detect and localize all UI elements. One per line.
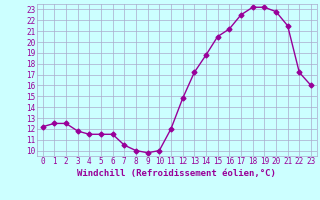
X-axis label: Windchill (Refroidissement éolien,°C): Windchill (Refroidissement éolien,°C) [77,169,276,178]
